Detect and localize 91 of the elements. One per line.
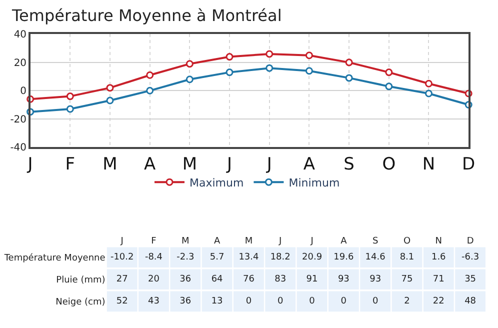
data-label: 36 <box>180 296 192 307</box>
point <box>385 68 393 76</box>
point <box>305 52 313 60</box>
data-label: 1.6 <box>431 252 446 263</box>
data-label: 13 <box>211 296 223 307</box>
x-tick-label: A <box>144 154 156 174</box>
x-tick-label: J <box>26 154 33 174</box>
data-label: 0 <box>340 296 347 307</box>
data-label: 93 <box>338 274 350 285</box>
point <box>146 71 154 79</box>
x-tick-label: N <box>422 154 436 174</box>
x-tick-label: J <box>226 154 232 174</box>
data-label: 20.9 <box>302 252 322 263</box>
data-label: -6.3 <box>462 252 480 263</box>
data-label: 20 <box>148 274 160 285</box>
x-tick-label: F <box>151 236 156 247</box>
y-tick-label: 20 <box>14 58 27 69</box>
data-label: 43 <box>148 296 160 307</box>
y-tick-label: Température Moyenne <box>3 252 106 264</box>
point <box>66 105 74 113</box>
x-tick-label: A <box>340 236 348 247</box>
point <box>106 84 114 92</box>
data-label: -10.2 <box>110 252 134 263</box>
point <box>226 53 234 61</box>
data-label: 76 <box>242 274 255 285</box>
data-label: 93 <box>370 274 382 285</box>
x-tick-label: M <box>102 154 118 174</box>
y-tick-label: 40 <box>14 30 27 41</box>
x-tick-label: O <box>382 154 396 174</box>
point <box>186 76 194 84</box>
y-tick-label: Neige (cm) <box>56 298 106 308</box>
point <box>425 90 432 98</box>
data-label: 19.6 <box>334 252 354 263</box>
point <box>345 58 353 66</box>
x-tick-label: M <box>244 236 253 247</box>
x-tick-label: M <box>182 154 198 174</box>
point <box>66 92 74 100</box>
x-tick-label: A <box>214 236 221 247</box>
data-label: -8.4 <box>144 252 163 263</box>
legend-label: Maximum <box>190 176 244 190</box>
data-label: 71 <box>432 274 444 285</box>
chart-title: Température Moyenne à Montréal <box>11 6 282 25</box>
point <box>305 67 313 75</box>
y-tick-label: -20 <box>10 114 27 126</box>
point <box>146 86 154 94</box>
data-label: 0 <box>278 296 284 307</box>
point <box>266 50 274 58</box>
y-tick-label: 0 <box>20 86 27 98</box>
data-label: 18.2 <box>270 252 290 263</box>
data-label: 22 <box>432 296 444 307</box>
data-label: 64 <box>211 274 224 285</box>
y-tick-label: Pluie (mm) <box>56 276 106 286</box>
point <box>226 68 234 76</box>
data-label: 0 <box>246 296 252 307</box>
data-label: 48 <box>464 296 476 307</box>
y-tick-label: -40 <box>10 142 27 154</box>
x-tick-label: O <box>403 236 411 247</box>
data-label: -2.3 <box>176 252 194 263</box>
x-tick-label: J <box>120 236 124 247</box>
x-tick-label: S <box>344 154 354 174</box>
data-label: 35 <box>464 274 476 285</box>
point <box>186 60 194 68</box>
data-label: 0 <box>309 296 316 307</box>
data-label: 5.7 <box>210 252 224 263</box>
data-label: 75 <box>401 274 413 285</box>
x-tick-label: F <box>65 154 76 174</box>
x-tick-label: D <box>462 154 476 174</box>
x-tick-label: J <box>310 236 314 247</box>
data-label: 0 <box>372 296 378 307</box>
x-tick-label: J <box>278 236 282 247</box>
data-label: 36 <box>180 274 192 285</box>
point <box>266 64 274 72</box>
point <box>385 82 393 90</box>
point <box>425 80 432 88</box>
legend-label: Minimum <box>288 176 340 190</box>
x-tick-label: D <box>466 236 474 247</box>
x-tick-label: J <box>266 154 272 174</box>
data-label: 91 <box>306 274 318 285</box>
data-label: 83 <box>274 274 286 285</box>
point <box>345 74 353 82</box>
x-tick-label: S <box>372 236 378 247</box>
data-label: 27 <box>116 274 128 285</box>
data-label: 14.6 <box>365 252 386 263</box>
data-label: 13.4 <box>238 252 260 263</box>
point <box>106 96 114 104</box>
x-tick-label: A <box>303 154 316 174</box>
data-label: 52 <box>116 296 128 307</box>
data-label: 8.1 <box>400 252 414 263</box>
x-tick-label: M <box>182 236 190 247</box>
x-tick-label: N <box>435 236 442 247</box>
data-label: 2 <box>404 296 410 307</box>
